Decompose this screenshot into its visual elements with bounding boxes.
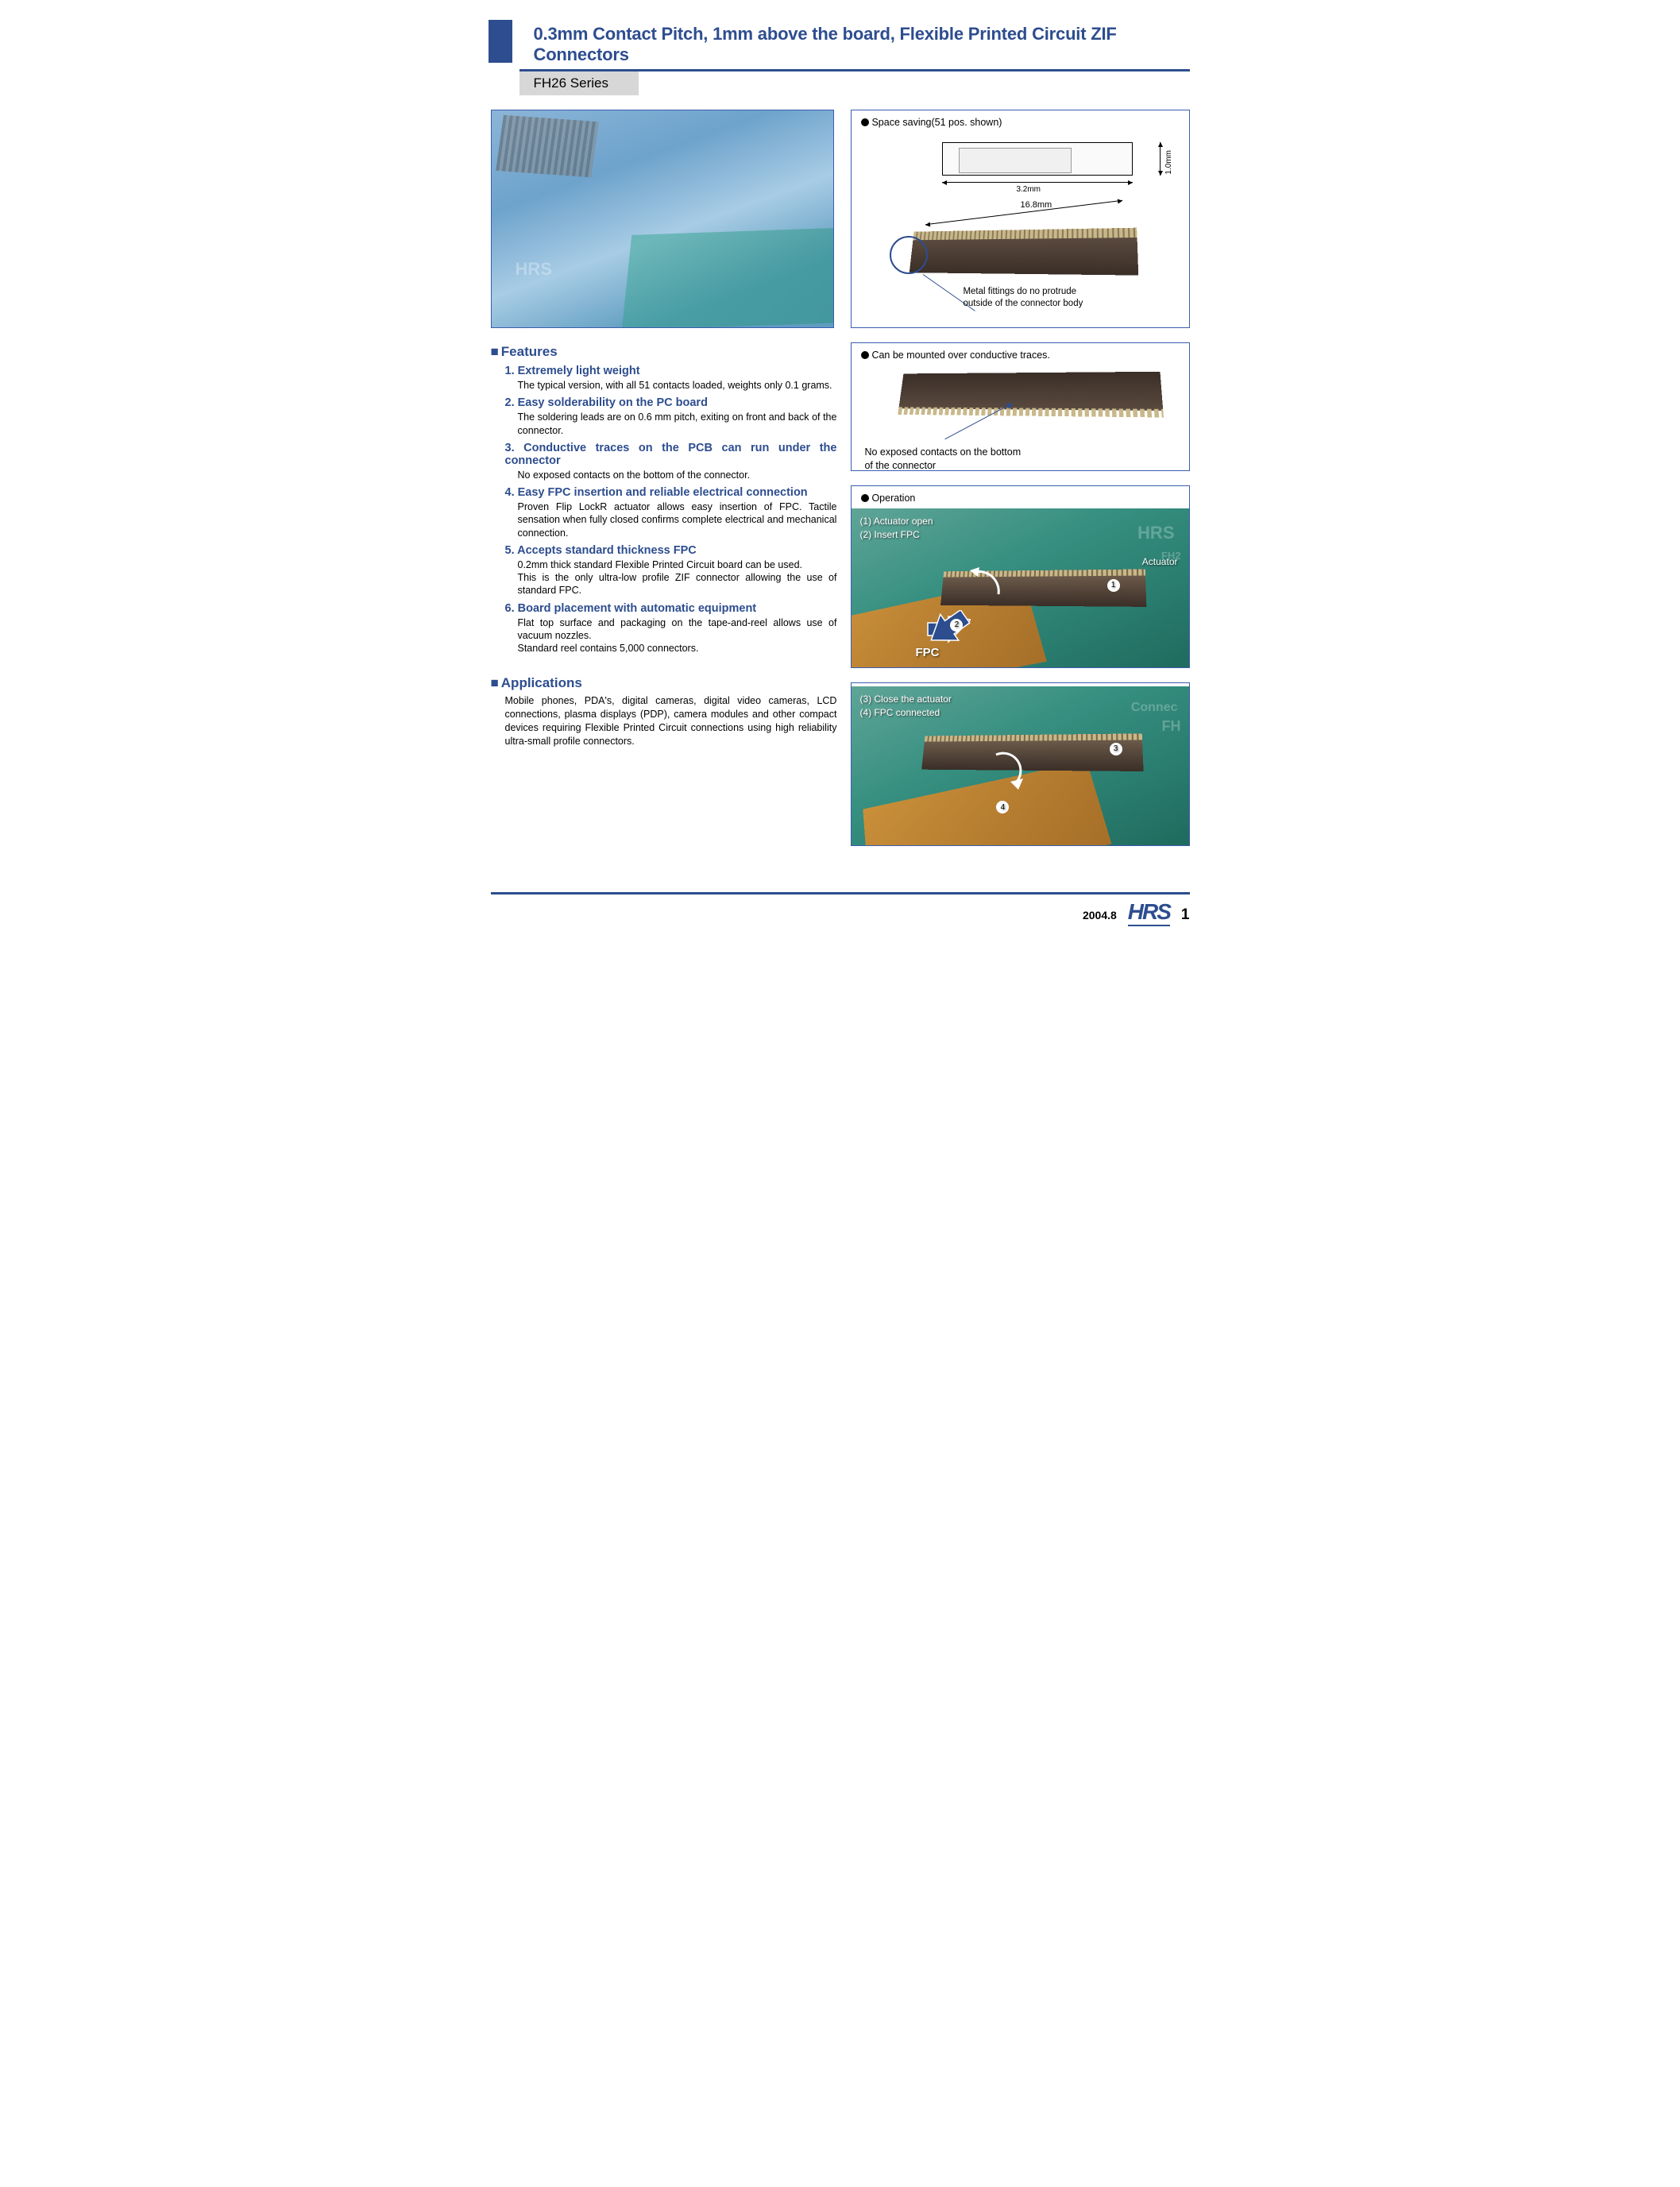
- feature-heading: 6. Board placement with automatic equipm…: [505, 602, 837, 615]
- series-label: FH26 Series: [519, 71, 639, 95]
- circled-1: 1: [1106, 578, 1122, 592]
- mounted-view-diagram: [861, 365, 1179, 441]
- circled-4: 4: [994, 801, 1010, 814]
- operation-box-2: Connec FH (3) Close the actuator(4) FPC …: [851, 682, 1189, 846]
- applications-heading: ■Applications: [491, 675, 837, 691]
- actuator-label: Actuator: [1142, 556, 1178, 567]
- top-view-icon: [942, 142, 1133, 176]
- bullet-icon: [861, 118, 869, 126]
- operation-box-1: Operation HRS FH2 (1) Actuator open(2) I…: [851, 485, 1189, 668]
- feature-body: No exposed contacts on the bottom of the…: [505, 469, 837, 481]
- hrs-logo-icon: HRS: [1128, 899, 1170, 926]
- product-photo: HRS: [491, 110, 834, 328]
- feature-item: 2. Easy solderability on the PC board Th…: [505, 396, 837, 437]
- page-header: 0.3mm Contact Pitch, 1mm above the board…: [491, 24, 1190, 95]
- height-dimension-text: 1.0mm: [1164, 150, 1173, 175]
- space-saving-box: Space saving(51 pos. shown) 3.2mm 1.0mm …: [851, 110, 1189, 328]
- footer-rule: [491, 892, 1190, 895]
- bullet-icon: [861, 351, 869, 359]
- applications-body: Mobile phones, PDA's, digital cameras, d…: [491, 694, 837, 748]
- feature-body: 0.2mm thick standard Flexible Printed Ci…: [505, 558, 837, 597]
- bullet-icon: [861, 494, 869, 502]
- right-column: Space saving(51 pos. shown) 3.2mm 1.0mm …: [851, 110, 1189, 860]
- box2-label: Can be mounted over conductive traces.: [861, 350, 1179, 361]
- feature-item: 4. Easy FPC insertion and reliable elect…: [505, 486, 837, 539]
- connector-perspective-icon: [910, 238, 1138, 276]
- length-dimension-text: 16.8mm: [1020, 200, 1052, 210]
- features-heading: ■Features: [491, 344, 837, 360]
- callout-text: Metal fittings do no protrudeoutside of …: [963, 286, 1083, 310]
- feature-item: 5. Accepts standard thickness FPC 0.2mm …: [505, 544, 837, 597]
- box1-label: Space saving(51 pos. shown): [861, 117, 1179, 128]
- feature-body: Flat top surface and packaging on the ta…: [505, 616, 837, 655]
- square-marker-icon: ■: [491, 675, 499, 691]
- op-step-text: (3) Close the actuator(4) FPC connected: [859, 693, 951, 720]
- footer-date: 2004.8: [1083, 909, 1117, 922]
- box2-note: No exposed contacts on the bottomof the …: [861, 446, 1179, 473]
- traces-box: Can be mounted over conductive traces. N…: [851, 342, 1189, 471]
- operation-photo-1: HRS FH2 (1) Actuator open(2) Insert FPC …: [852, 508, 1188, 667]
- curve-arrow-icon: [987, 748, 1026, 792]
- photo-watermark: HRS: [516, 259, 552, 280]
- feature-body: Proven Flip LockR actuator allows easy i…: [505, 500, 837, 539]
- dimension-diagram: 3.2mm 1.0mm 16.8mm Metal fittings do no …: [861, 134, 1179, 310]
- circled-2: 2: [948, 618, 964, 632]
- page-title: 0.3mm Contact Pitch, 1mm above the board…: [534, 24, 1190, 65]
- main-content: HRS ■Features 1. Extremely light weight …: [491, 110, 1190, 860]
- page-number: 1: [1181, 906, 1190, 924]
- feature-body: The soldering leads are on 0.6 mm pitch,…: [505, 411, 837, 437]
- circled-3: 3: [1108, 742, 1124, 755]
- width-dimension-text: 3.2mm: [1016, 185, 1041, 194]
- feature-item: 6. Board placement with automatic equipm…: [505, 602, 837, 655]
- feature-item: 1. Extremely light weight The typical ve…: [505, 365, 837, 392]
- square-marker-icon: ■: [491, 344, 499, 360]
- page-footer: 2004.8 HRS 1: [491, 899, 1190, 926]
- op-step-text: (1) Actuator open(2) Insert FPC: [859, 515, 933, 542]
- left-column: HRS ■Features 1. Extremely light weight …: [491, 110, 837, 860]
- feature-heading: 5. Accepts standard thickness FPC: [505, 544, 837, 557]
- operation-photo-2: Connec FH (3) Close the actuator(4) FPC …: [852, 686, 1188, 845]
- box3-label: Operation: [852, 493, 1188, 504]
- height-dimension-line: [1160, 142, 1161, 176]
- feature-body: The typical version, with all 51 contact…: [505, 379, 837, 392]
- fpc-label: FPC: [915, 646, 939, 659]
- curve-arrow-icon: [967, 562, 1006, 602]
- feature-heading: 3. Conductive traces on the PCB can run …: [505, 442, 837, 467]
- feature-item: 3. Conductive traces on the PCB can run …: [505, 442, 837, 481]
- width-dimension-line: [942, 182, 1133, 183]
- feature-heading: 2. Easy solderability on the PC board: [505, 396, 837, 409]
- header-accent-icon: [489, 20, 512, 63]
- features-list: 1. Extremely light weight The typical ve…: [491, 365, 837, 655]
- mounted-connector-icon: [899, 372, 1164, 411]
- feature-heading: 4. Easy FPC insertion and reliable elect…: [505, 486, 837, 499]
- feature-heading: 1. Extremely light weight: [505, 365, 837, 377]
